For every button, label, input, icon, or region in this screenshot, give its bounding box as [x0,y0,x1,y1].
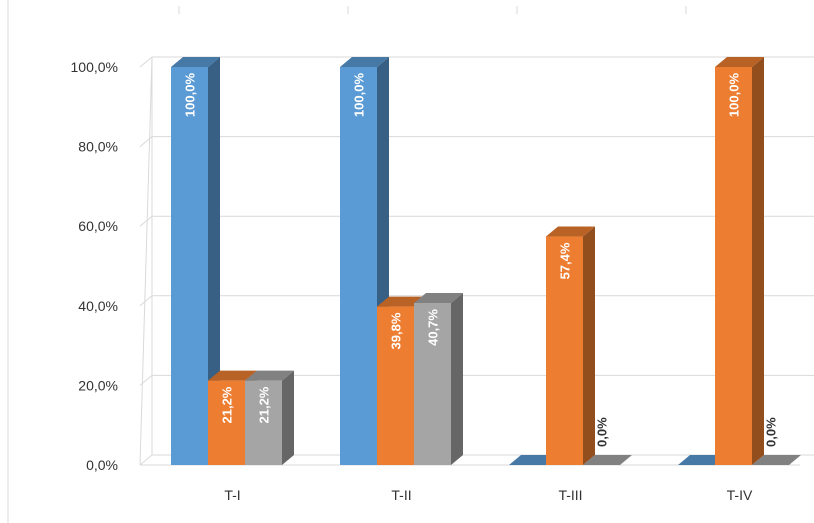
y-tick-label: 100,0% [71,59,118,75]
bar-side [752,57,764,465]
bar-top [414,293,463,304]
bar-side [208,57,220,465]
bar-top [583,455,632,465]
bar-top [208,370,257,381]
category-label: T-III [558,487,582,503]
y-tick-label: 60,0% [78,218,118,234]
gridline-side [139,375,153,386]
data-label: 100,0% [727,73,742,118]
bar-side [583,226,595,465]
bar [583,455,632,465]
data-label: 39,8% [389,312,404,349]
data-label: 100,0% [352,73,367,118]
bar [546,226,595,465]
data-label: 40,7% [426,309,441,346]
data-label: 57,4% [558,242,573,279]
gridline-side [139,454,153,466]
data-label: 100,0% [183,73,198,118]
category-label: T-I [224,487,240,503]
bar-front [245,380,282,465]
bar-front [171,67,208,465]
bar-side [451,293,463,465]
bar [752,455,801,465]
bar-top [678,455,727,465]
bar-top [171,57,220,67]
bar-top [546,226,595,237]
data-label: 0,0% [595,417,610,447]
bar-top [245,370,294,381]
y-tick-label: 20,0% [78,377,118,393]
bar-front [414,303,451,465]
bar-top [715,57,764,67]
bar-front [208,380,245,465]
bar-front [340,67,377,465]
bar-front [377,306,414,465]
y-tick-label: 40,0% [78,298,118,314]
bar-front [546,236,583,465]
gridline-side [139,215,153,227]
bar [171,57,220,465]
category-label: T-II [391,487,411,503]
bar [678,455,727,465]
bar-top [377,296,426,307]
data-label: 21,2% [257,386,272,423]
data-label: 21,2% [220,386,235,423]
bar-front [715,67,752,465]
back-wall-edge [139,56,153,466]
bar-side [282,370,294,465]
gridline-side [139,56,153,68]
bar-top [752,455,801,465]
data-label: 0,0% [764,417,779,447]
gridline-side [139,136,153,147]
bar [414,293,463,465]
y-tick-label: 80,0% [78,139,118,155]
bar [715,57,764,465]
bar [509,455,558,465]
gridline-side [139,295,153,307]
category-label: T-IV [727,487,753,503]
bar-top [340,57,389,67]
bar-top [509,455,558,465]
bar [245,370,294,465]
y-tick-label: 0,0% [86,457,118,473]
